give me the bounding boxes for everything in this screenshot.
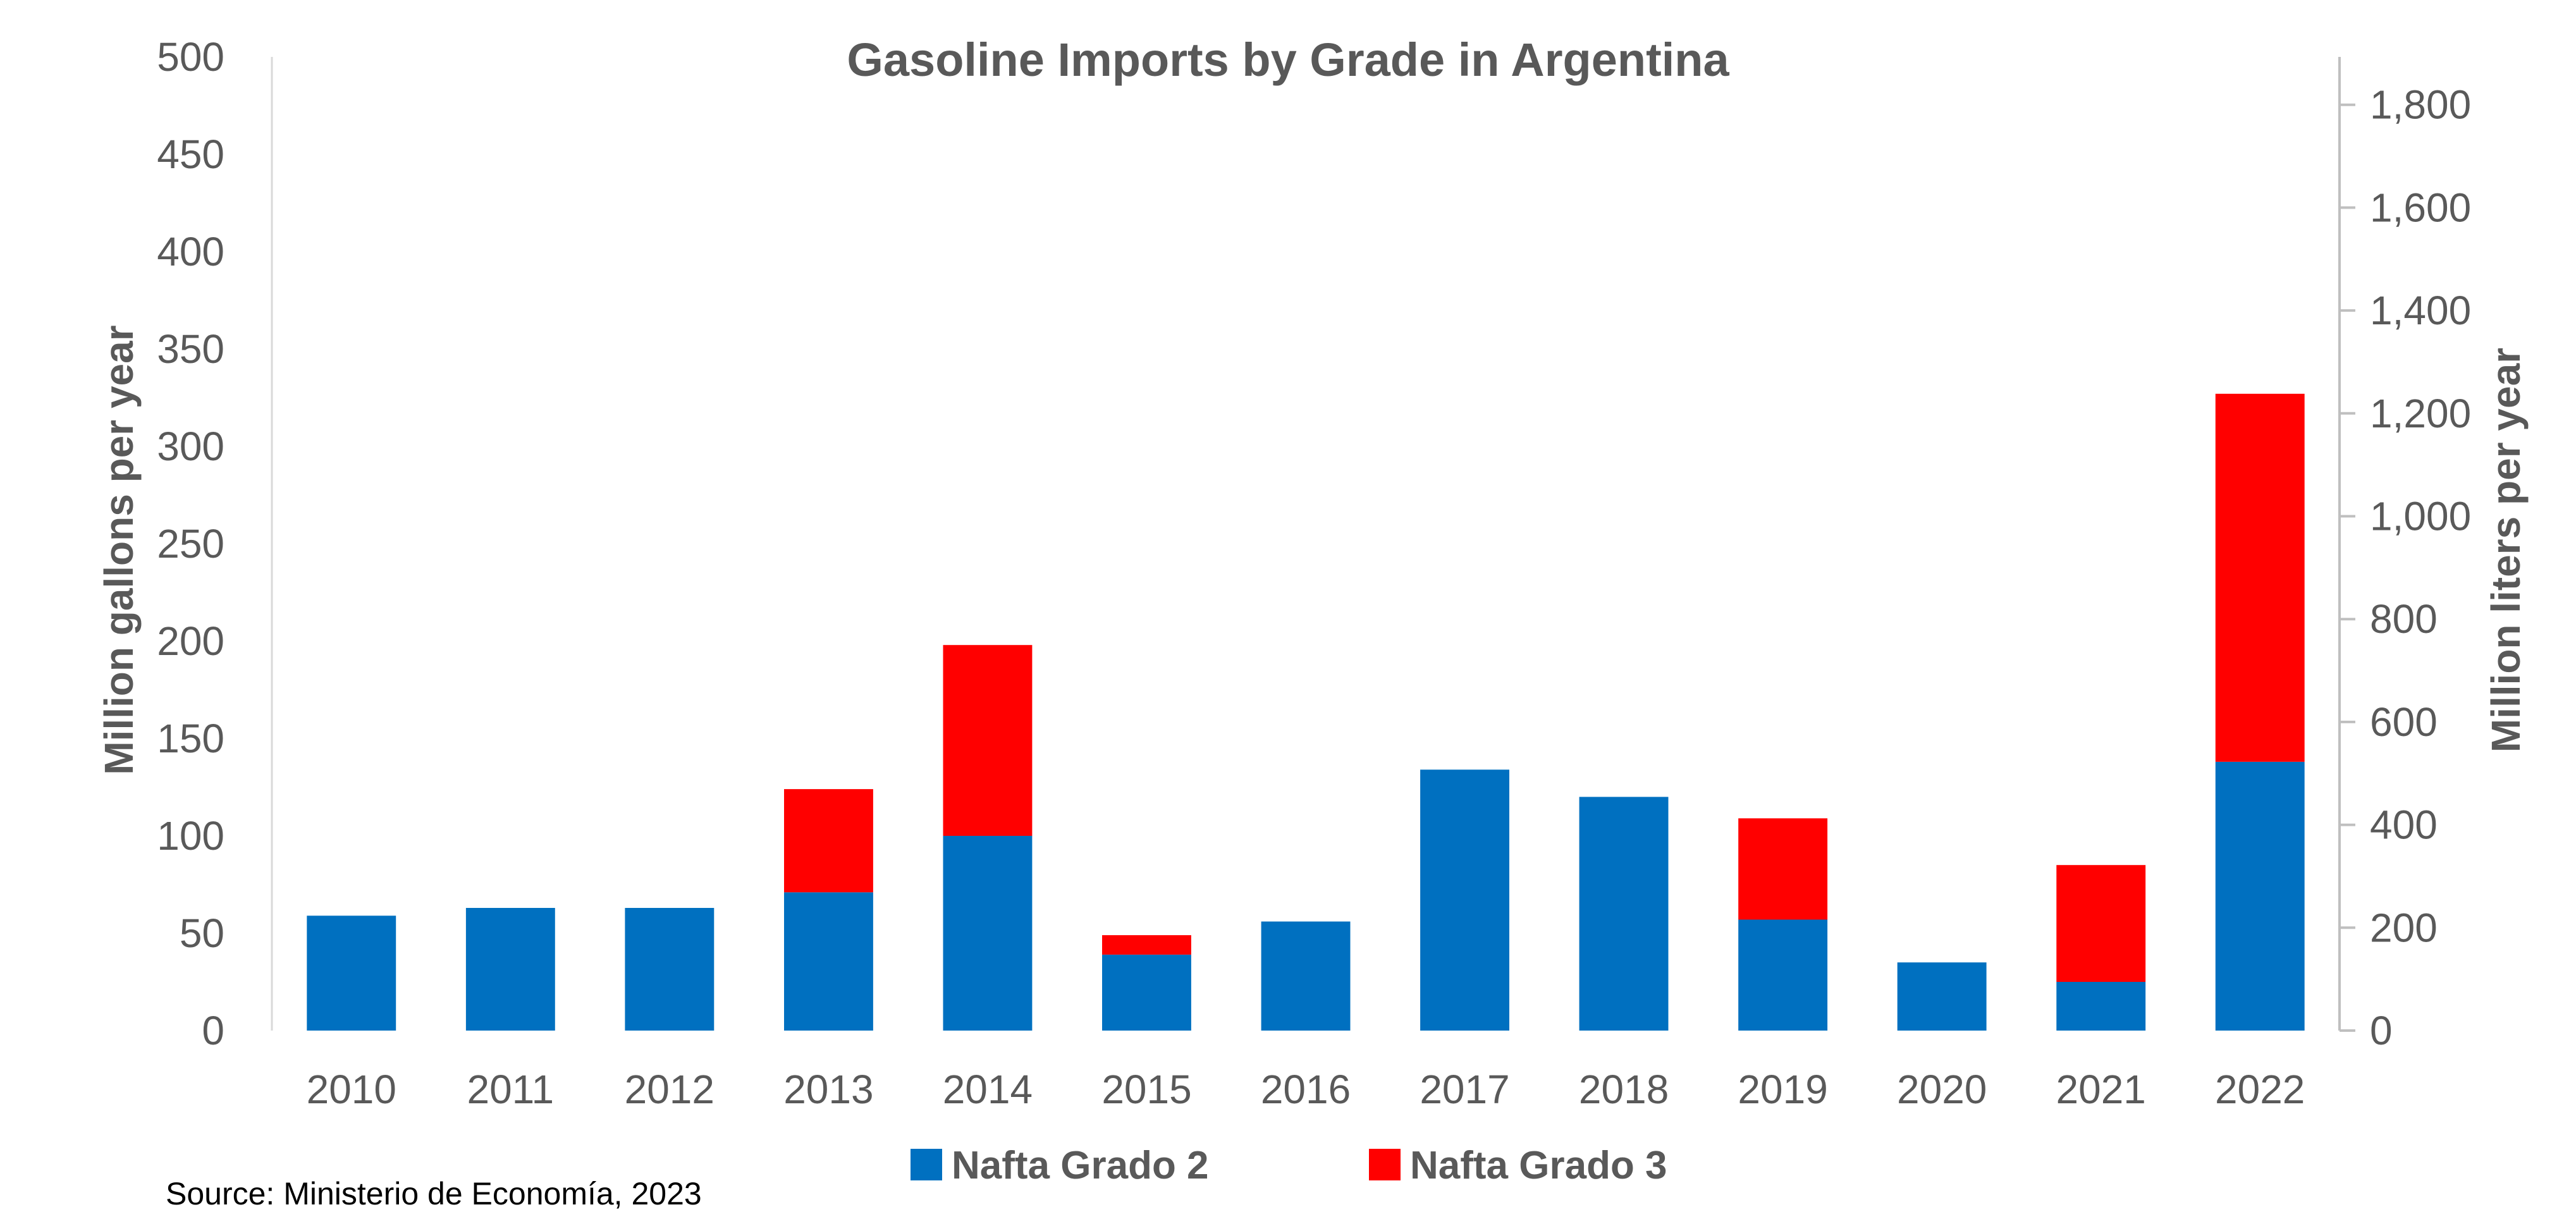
x-tick-2018: 2018 bbox=[1579, 1067, 1669, 1112]
x-tick-labels: 2010 2011 2012 2013 2014 2015 2016 2017 2018 2019… bbox=[307, 1067, 2305, 1112]
bar-2022-grado-3 bbox=[2215, 393, 2305, 762]
y2-tick-0: 0 bbox=[2370, 1008, 2393, 1053]
legend-swatch-grado-3 bbox=[1369, 1149, 1401, 1180]
x-tick-2022: 2022 bbox=[2215, 1067, 2305, 1112]
x-tick-2019: 2019 bbox=[1738, 1067, 1827, 1112]
x-tick-2016: 2016 bbox=[1261, 1067, 1351, 1112]
bar-2018-grado-2 bbox=[1579, 797, 1669, 1031]
x-tick-2012: 2012 bbox=[625, 1067, 715, 1112]
bar-2015-grado-3 bbox=[1102, 935, 1191, 955]
bar-2015-grado-2 bbox=[1102, 954, 1191, 1031]
bar-2013-grado-3 bbox=[784, 789, 873, 893]
y-tick-400: 400 bbox=[157, 229, 224, 274]
x-tick-2017: 2017 bbox=[1420, 1067, 1509, 1112]
legend-label-grado-2: Nafta Grado 2 bbox=[952, 1144, 1209, 1187]
y2-axis-title: Million liters per year bbox=[2483, 348, 2529, 752]
legend-label-grado-3: Nafta Grado 3 bbox=[1410, 1144, 1667, 1187]
bar-2021-grado-3 bbox=[2056, 865, 2146, 982]
x-tick-2020: 2020 bbox=[1897, 1067, 1987, 1112]
x-tick-2015: 2015 bbox=[1101, 1067, 1191, 1112]
bar-2011-grado-2 bbox=[465, 908, 555, 1031]
legend: Nafta Grado 2 Nafta Grado 3 bbox=[911, 1144, 1667, 1187]
bar-2019-grado-3 bbox=[1738, 818, 1828, 920]
y2-tick-1000: 1,000 bbox=[2370, 494, 2471, 539]
x-tick-2013: 2013 bbox=[783, 1067, 873, 1112]
x-tick-2021: 2021 bbox=[2056, 1067, 2146, 1112]
y-tick-500: 500 bbox=[157, 34, 224, 80]
x-tick-2010: 2010 bbox=[307, 1067, 396, 1112]
y2-tick-1400: 1,400 bbox=[2370, 288, 2471, 333]
y-tick-450: 450 bbox=[157, 132, 224, 177]
y2-tick-1600: 1,600 bbox=[2370, 185, 2471, 230]
chart-title: Gasoline Imports by Grade in Argentina bbox=[847, 34, 1729, 86]
y-tick-200: 200 bbox=[157, 618, 224, 664]
y-tick-labels: 0 50 100 150 200 250 300 350 400 450 500 bbox=[157, 34, 224, 1053]
bar-2019-grado-2 bbox=[1738, 919, 1828, 1031]
bars bbox=[307, 393, 2305, 1031]
y-tick-250: 250 bbox=[157, 521, 224, 567]
bar-2022-grado-2 bbox=[2215, 762, 2305, 1031]
x-tick-2014: 2014 bbox=[943, 1067, 1033, 1112]
bar-2012-grado-2 bbox=[625, 908, 715, 1031]
bar-2010-grado-2 bbox=[307, 916, 396, 1031]
source-note: Source: Ministerio de Economía, 2023 bbox=[166, 1176, 702, 1211]
bar-2016-grado-2 bbox=[1261, 921, 1351, 1031]
bar-2013-grado-2 bbox=[784, 892, 873, 1031]
legend-swatch-grado-2 bbox=[911, 1149, 942, 1180]
bar-2014-grado-3 bbox=[943, 645, 1033, 836]
y2-tick-labels: 0 200 400 600 800 1,000 1,200 1,400 1,600 1,800 bbox=[2340, 82, 2471, 1053]
y-tick-100: 100 bbox=[157, 813, 224, 859]
y2-tick-800: 800 bbox=[2370, 596, 2438, 642]
y-tick-50: 50 bbox=[180, 910, 224, 956]
x-tick-2011: 2011 bbox=[467, 1067, 554, 1112]
y-tick-350: 350 bbox=[157, 326, 224, 372]
bar-2017-grado-2 bbox=[1420, 769, 1509, 1031]
bar-2014-grado-2 bbox=[943, 836, 1033, 1031]
y2-tick-1200: 1,200 bbox=[2370, 391, 2471, 436]
y2-tick-600: 600 bbox=[2370, 699, 2438, 745]
y2-tick-200: 200 bbox=[2370, 905, 2438, 950]
y2-tick-1800: 1,800 bbox=[2370, 82, 2471, 128]
y2-tick-400: 400 bbox=[2370, 802, 2438, 848]
bar-2021-grado-2 bbox=[2056, 982, 2146, 1031]
y-tick-150: 150 bbox=[157, 716, 224, 761]
y-tick-0: 0 bbox=[202, 1008, 224, 1053]
y-tick-300: 300 bbox=[157, 424, 224, 469]
bar-2020-grado-2 bbox=[1897, 962, 1987, 1031]
y-axis-title: Million gallons per year bbox=[96, 325, 142, 775]
